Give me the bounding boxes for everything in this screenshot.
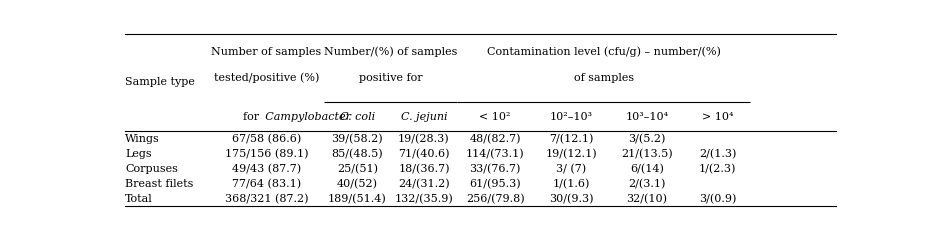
Text: 3/(5.2): 3/(5.2) xyxy=(628,134,665,144)
Text: 189/(51.4): 189/(51.4) xyxy=(328,194,387,204)
Text: positive for: positive for xyxy=(359,73,423,83)
Text: 24/(31.2): 24/(31.2) xyxy=(398,179,450,189)
Text: 1/(2.3): 1/(2.3) xyxy=(699,164,736,174)
Text: 132/(35.9): 132/(35.9) xyxy=(395,194,453,204)
Text: 1/(1.6): 1/(1.6) xyxy=(552,179,590,189)
Text: Campylobacter: Campylobacter xyxy=(263,112,351,122)
Text: 2/(3.1): 2/(3.1) xyxy=(628,179,665,189)
Text: 85/(48.5): 85/(48.5) xyxy=(331,149,383,159)
Text: 21/(13.5): 21/(13.5) xyxy=(621,149,673,159)
Text: 256/(79.8): 256/(79.8) xyxy=(466,194,524,204)
Text: 40/(52): 40/(52) xyxy=(337,179,378,189)
Text: 3/ (7): 3/ (7) xyxy=(556,164,586,174)
Text: C. coli: C. coli xyxy=(340,112,375,122)
Text: Corpuses: Corpuses xyxy=(125,164,178,174)
Text: < 10²: < 10² xyxy=(480,112,511,122)
Text: 30/(9.3): 30/(9.3) xyxy=(549,194,593,204)
Text: > 10⁴: > 10⁴ xyxy=(702,112,733,122)
Text: 71/(40.6): 71/(40.6) xyxy=(398,149,450,159)
Text: 48/(82.7): 48/(82.7) xyxy=(469,134,521,144)
Text: Breast filets: Breast filets xyxy=(125,179,194,189)
Text: 10³–10⁴: 10³–10⁴ xyxy=(625,112,669,122)
Text: 33/(76.7): 33/(76.7) xyxy=(469,164,521,174)
Text: of samples: of samples xyxy=(574,73,634,83)
Text: C. jejuni: C. jejuni xyxy=(400,112,447,122)
Text: Legs: Legs xyxy=(125,149,152,159)
Text: Wings: Wings xyxy=(125,134,160,144)
Text: 25/(51): 25/(51) xyxy=(337,164,378,174)
Text: for: for xyxy=(244,112,263,122)
Text: 61/(95.3): 61/(95.3) xyxy=(469,179,521,189)
Text: tested/positive (%): tested/positive (%) xyxy=(214,73,319,83)
Text: 368/321 (87.2): 368/321 (87.2) xyxy=(225,194,308,204)
Text: 19/(28.3): 19/(28.3) xyxy=(398,134,450,144)
Text: 77/64 (83.1): 77/64 (83.1) xyxy=(231,179,300,189)
Text: 3/(0.9): 3/(0.9) xyxy=(699,194,736,204)
Text: Sample type: Sample type xyxy=(125,77,195,87)
Text: Total: Total xyxy=(125,194,153,204)
Text: 18/(36.7): 18/(36.7) xyxy=(398,164,450,174)
Text: 32/(10): 32/(10) xyxy=(626,194,667,204)
Text: 19/(12.1): 19/(12.1) xyxy=(545,149,597,159)
Text: Number of samples: Number of samples xyxy=(211,47,322,57)
Text: 49/43 (87.7): 49/43 (87.7) xyxy=(231,164,300,174)
Text: Contamination level (cfu/g) – number/(%): Contamination level (cfu/g) – number/(%) xyxy=(487,47,720,57)
Text: 114/(73.1): 114/(73.1) xyxy=(466,149,524,159)
Text: 10²–10³: 10²–10³ xyxy=(550,112,592,122)
Text: 2/(1.3): 2/(1.3) xyxy=(699,149,736,159)
Text: 175/156 (89.1): 175/156 (89.1) xyxy=(225,149,308,159)
Text: 6/(14): 6/(14) xyxy=(630,164,664,174)
Text: Number/(%) of samples: Number/(%) of samples xyxy=(324,47,457,57)
Text: 67/58 (86.6): 67/58 (86.6) xyxy=(231,134,301,144)
Text: 39/(58.2): 39/(58.2) xyxy=(331,134,383,144)
Text: 7/(12.1): 7/(12.1) xyxy=(549,134,593,144)
